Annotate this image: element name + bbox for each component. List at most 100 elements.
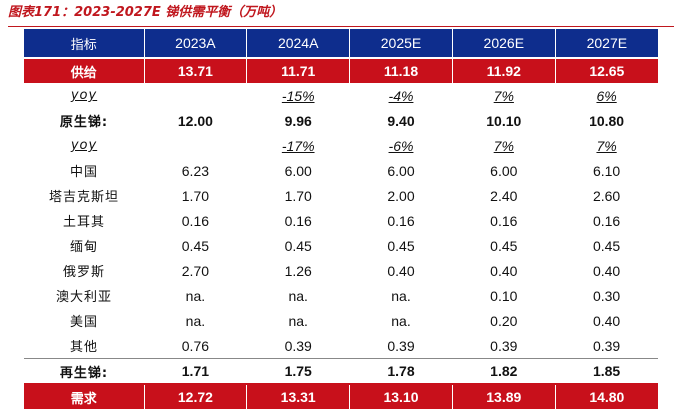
country-row-russia: 俄罗斯 2.70 1.26 0.40 0.40 0.40 xyxy=(24,258,658,283)
primary-yoy-row: yoy -17% -6% 7% 7% xyxy=(24,133,658,158)
country-row-tajikistan: 塔吉克斯坦 1.70 1.70 2.00 2.40 2.60 xyxy=(24,183,658,208)
table-cell: 0.40 xyxy=(490,262,518,279)
table-cell: 0.16 xyxy=(181,212,210,229)
table-cell: -4% xyxy=(388,87,414,104)
table-cell: 0.45 xyxy=(592,237,621,254)
table-cell: 1.82 xyxy=(452,358,556,384)
table-cell: 0.39 xyxy=(284,337,312,354)
table-cell: 0.16 xyxy=(592,212,621,229)
table-cell: 7% xyxy=(596,137,617,154)
table-cell: na. xyxy=(288,287,308,304)
table-cell: 0.40 xyxy=(387,262,415,279)
table-cell: 6.00 xyxy=(490,162,518,179)
table-cell: 13.71 xyxy=(144,57,248,83)
table-cell: 12.00 xyxy=(177,112,213,129)
table-cell: 11.18 xyxy=(349,57,453,83)
table-cell: 1.78 xyxy=(349,358,453,384)
header-cell: 2025E xyxy=(349,29,453,58)
table-cell: 0.45 xyxy=(387,237,415,254)
table-cell: 0.40 xyxy=(592,312,621,329)
row-label: 中国 xyxy=(69,165,98,180)
table-cell: 1.71 xyxy=(144,358,247,384)
row-label: yoy xyxy=(70,88,98,103)
table-cell: 0.45 xyxy=(181,237,210,254)
table-cell: 1.70 xyxy=(284,187,312,204)
table-cell: 6.23 xyxy=(181,162,210,179)
table-cell: 13.89 xyxy=(452,383,556,409)
row-label: 土耳其 xyxy=(62,215,105,230)
table-cell: na. xyxy=(288,312,308,329)
country-row-usa: 美国 na. na. na. 0.20 0.40 xyxy=(24,308,658,333)
table-cell: 0.30 xyxy=(592,287,621,304)
table-cell: 0.16 xyxy=(284,212,312,229)
table-cell: 0.45 xyxy=(284,237,312,254)
table-cell: 6.10 xyxy=(592,162,621,179)
row-label: 供给 xyxy=(24,57,145,83)
row-label: 澳大利亚 xyxy=(55,290,112,305)
table-cell: 0.76 xyxy=(181,337,210,354)
table-cell xyxy=(144,133,247,158)
table-cell: na. xyxy=(185,312,206,329)
table-cell: 7% xyxy=(493,137,514,154)
table-cell: 0.39 xyxy=(592,337,621,354)
table-cell xyxy=(144,83,247,108)
table-cell: na. xyxy=(391,312,411,329)
table-cell: 6% xyxy=(596,87,617,104)
table-cell: 11.71 xyxy=(246,57,351,83)
table-cell: 9.96 xyxy=(284,112,312,129)
table-cell: 9.40 xyxy=(387,112,415,129)
table-cell: 6.00 xyxy=(387,162,415,179)
header-cell: 指标 xyxy=(24,29,145,58)
row-label: 美国 xyxy=(69,315,98,330)
table-header-row: 指标 2023A 2024A 2025E 2026E 2027E xyxy=(24,29,658,58)
table-cell: na. xyxy=(391,287,411,304)
table-cell: -15% xyxy=(281,87,315,104)
country-row-turkey: 土耳其 0.16 0.16 0.16 0.16 0.16 xyxy=(24,208,658,233)
table-cell: -6% xyxy=(388,137,414,154)
caption-divider xyxy=(8,26,674,27)
table-cell: 6.00 xyxy=(284,162,312,179)
table-cell: 1.75 xyxy=(246,358,350,384)
table-cell: 13.31 xyxy=(246,383,351,409)
recycled-antimony-row: 再生锑: 1.71 1.75 1.78 1.82 1.85 xyxy=(24,358,658,384)
table-cell: 0.39 xyxy=(387,337,415,354)
table-cell: 0.39 xyxy=(490,337,518,354)
header-cell: 2023A xyxy=(144,29,248,58)
table-cell: 2.00 xyxy=(387,187,415,204)
figure-caption: 图表171：2023-2027E 锑供需平衡（万吨） xyxy=(8,5,283,20)
table-cell: 14.80 xyxy=(555,383,658,409)
country-row-myanmar: 缅甸 0.45 0.45 0.45 0.45 0.45 xyxy=(24,233,658,258)
table-cell: 11.92 xyxy=(452,57,556,83)
table-cell: 0.45 xyxy=(490,237,518,254)
row-label: 俄罗斯 xyxy=(62,265,105,280)
table-cell: 0.16 xyxy=(490,212,518,229)
supply-demand-table: 指标 2023A 2024A 2025E 2026E 2027E 供给 13.7… xyxy=(24,29,658,409)
table-cell: 12.72 xyxy=(144,383,248,409)
country-row-other: 其他 0.76 0.39 0.39 0.39 0.39 xyxy=(24,333,658,359)
table-cell: 2.60 xyxy=(592,187,621,204)
table-cell: 1.70 xyxy=(181,187,210,204)
table-cell: 13.10 xyxy=(349,383,453,409)
table-cell: na. xyxy=(185,287,206,304)
row-label: 需求 xyxy=(24,383,145,409)
table-cell: 10.80 xyxy=(589,112,625,129)
supply-row: 供给 13.71 11.71 11.18 11.92 12.65 xyxy=(24,57,658,83)
table-cell: 2.40 xyxy=(490,187,518,204)
table-cell: 12.65 xyxy=(555,57,658,83)
row-label: 塔吉克斯坦 xyxy=(48,190,119,205)
supply-yoy-row: yoy -15% -4% 7% 6% xyxy=(24,83,658,108)
country-row-australia: 澳大利亚 na. na. na. 0.10 0.30 xyxy=(24,283,658,308)
row-label: yoy xyxy=(70,138,98,153)
table-cell: 10.10 xyxy=(486,112,522,129)
table-cell: 0.40 xyxy=(592,262,621,279)
header-cell: 2027E xyxy=(555,29,658,58)
table-cell: 0.20 xyxy=(490,312,518,329)
header-cell: 2026E xyxy=(452,29,556,58)
demand-row: 需求 12.72 13.31 13.10 13.89 14.80 xyxy=(24,383,658,409)
table-cell: 2.70 xyxy=(181,262,210,279)
row-label: 缅甸 xyxy=(69,240,98,255)
primary-antimony-row: 原生锑: 12.00 9.96 9.40 10.10 10.80 xyxy=(24,108,658,133)
table-cell: 0.10 xyxy=(490,287,518,304)
table-cell: 7% xyxy=(493,87,514,104)
table-cell: 1.26 xyxy=(284,262,312,279)
